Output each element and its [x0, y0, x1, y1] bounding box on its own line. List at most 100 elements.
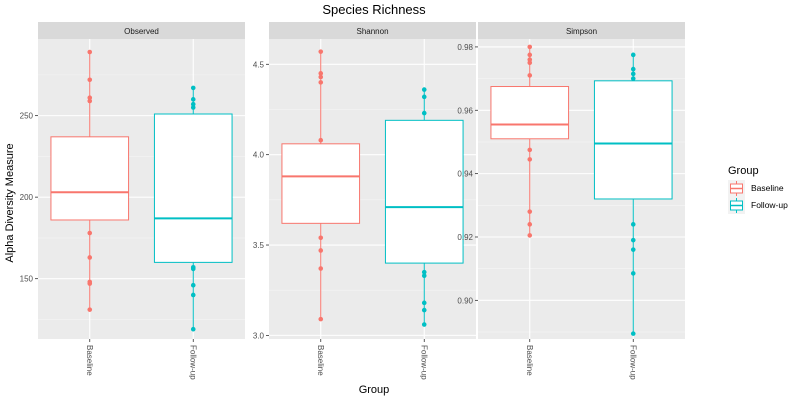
- box-baseline: [281, 49, 361, 322]
- data-point: [190, 105, 196, 110]
- y-tick-label: 0.94: [457, 170, 473, 179]
- x-tick-label: Baseline: [316, 345, 325, 376]
- data-point: [421, 273, 427, 279]
- box-baseline: [490, 44, 570, 238]
- data-point: [527, 57, 533, 62]
- facet-strip: [38, 22, 245, 39]
- data-point: [190, 97, 196, 102]
- data-point: [421, 110, 427, 116]
- panel-simpson: Simpson 0.90 0.92 0.94 0.96 0.98 Baseline Follo…: [457, 22, 685, 380]
- data-point: [421, 300, 427, 306]
- box-follow-up: [593, 52, 673, 336]
- x-tick-label: Baseline: [525, 345, 534, 376]
- data-point: [527, 52, 533, 58]
- data-point: [527, 157, 533, 162]
- data-point: [527, 147, 533, 153]
- data-point: [190, 292, 196, 298]
- data-point: [630, 237, 636, 243]
- data-point: [421, 94, 427, 100]
- y-tick-label: 4.0: [253, 151, 265, 160]
- data-point: [87, 95, 93, 100]
- data-point: [318, 71, 324, 76]
- data-point: [318, 137, 324, 143]
- x-axis-title: Group: [359, 384, 390, 396]
- x-tick-label: Follow-up: [628, 345, 637, 380]
- data-point: [87, 281, 93, 286]
- data-point: [190, 101, 196, 107]
- y-tick-label: 3.5: [253, 241, 265, 250]
- data-point: [421, 307, 427, 313]
- iqr-box: [50, 136, 130, 221]
- data-point: [527, 60, 533, 66]
- x-tick-label: Follow-up: [188, 345, 197, 380]
- y-tick-label: 0.92: [457, 233, 473, 242]
- iqr-box: [593, 80, 673, 200]
- data-point: [190, 282, 196, 288]
- data-point: [527, 73, 533, 78]
- data-point: [190, 326, 196, 332]
- data-point: [527, 222, 533, 227]
- data-point: [190, 85, 196, 91]
- data-point: [318, 74, 324, 80]
- y-tick-label: 250: [20, 112, 34, 121]
- legend-item-baseline: Baseline: [728, 180, 784, 197]
- data-point: [630, 66, 636, 72]
- y-tick-label: 0.96: [457, 106, 473, 115]
- x-tick-label: Follow-up: [419, 345, 428, 380]
- data-point: [318, 80, 324, 85]
- data-point: [527, 209, 533, 214]
- data-point: [527, 44, 533, 50]
- legend-item-follow-up: Follow-up: [728, 197, 788, 214]
- plot-title: Species Richness: [322, 2, 426, 17]
- y-tick-label: 4.5: [253, 60, 265, 69]
- y-tick-label: 3.0: [253, 331, 265, 340]
- data-point: [87, 255, 93, 260]
- data-point: [87, 77, 93, 83]
- data-point: [630, 76, 636, 81]
- y-tick-label: 200: [20, 193, 34, 202]
- data-point: [87, 98, 93, 104]
- data-point: [87, 49, 93, 55]
- iqr-box: [153, 113, 233, 263]
- data-point: [190, 266, 196, 272]
- data-point: [318, 49, 324, 54]
- data-point: [630, 247, 636, 252]
- legend-label: Follow-up: [751, 200, 788, 210]
- iqr-box: [384, 119, 464, 264]
- facet-strip-label: Simpson: [566, 27, 597, 36]
- data-point: [87, 230, 93, 236]
- panel-shannon: Shannon 3.0 3.5 4.0 4.5 Baseline Follow-up: [253, 22, 476, 380]
- y-axis-title: Alpha Diversity Measure: [4, 143, 16, 262]
- data-point: [527, 233, 533, 238]
- box-follow-up: [384, 87, 464, 327]
- data-point: [318, 235, 324, 241]
- data-point: [421, 322, 427, 327]
- y-tick-label: 150: [20, 275, 34, 284]
- legend-label: Baseline: [751, 183, 784, 193]
- data-point: [421, 87, 427, 92]
- y-tick-label: 0.90: [457, 296, 473, 305]
- facet-strip-label: Observed: [124, 27, 159, 36]
- legend: Group Baseline Follow-up: [728, 165, 788, 214]
- facet-strip: [478, 22, 685, 39]
- data-point: [630, 271, 636, 276]
- facet-strip-label: Shannon: [356, 27, 388, 36]
- data-point: [318, 316, 324, 322]
- x-tick-label: Baseline: [85, 345, 94, 376]
- iqr-box: [490, 86, 570, 140]
- panel-observed: Observed 150 200 250 Baseline Follow-up: [20, 22, 245, 380]
- box-follow-up: [153, 85, 233, 332]
- legend-title: Group: [728, 165, 759, 177]
- data-point: [630, 331, 636, 336]
- data-point: [318, 248, 324, 253]
- data-point: [630, 71, 636, 77]
- y-tick-label: 0.98: [457, 43, 473, 52]
- data-point: [630, 222, 636, 227]
- iqr-box: [281, 143, 361, 224]
- facet-strip: [269, 22, 476, 39]
- data-point: [630, 52, 636, 58]
- data-point: [318, 266, 324, 271]
- box-baseline: [50, 49, 130, 312]
